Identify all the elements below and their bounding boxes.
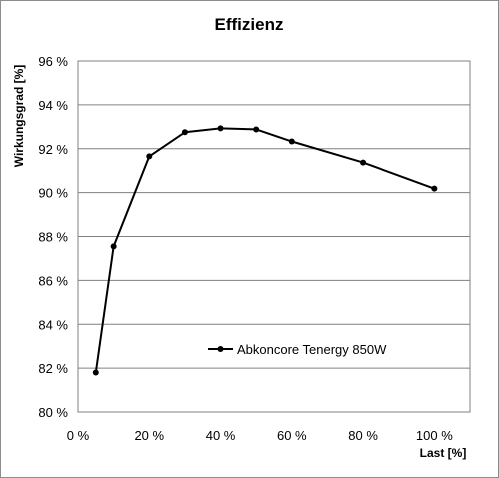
y-axis-label: Wirkungsgrad [%] [12,65,26,168]
chart-title: Effizienz [215,15,284,34]
x-tick-label: 100 % [416,428,453,443]
series-line [94,127,435,373]
grid-lines [78,104,470,369]
series-layer [92,125,438,376]
plot-area [77,60,471,413]
data-point [181,129,188,136]
y-tick-label: 96 % [38,54,68,69]
y-tick-label: 88 % [38,230,68,245]
data-point [146,153,153,160]
data-point [288,138,295,145]
y-tick-label: 90 % [38,186,68,201]
data-point [110,243,117,250]
y-tick-label: 94 % [38,98,68,113]
legend-label: Abkoncore Tenergy 850W [237,342,387,357]
x-axis-label: Last [%] [420,446,467,460]
x-tick-label: 60 % [277,428,307,443]
data-point [92,369,99,376]
legend-marker [217,346,224,352]
data-point [253,126,260,133]
y-tick-label: 86 % [38,273,68,288]
y-tick-label: 82 % [38,361,68,376]
x-tick-label: 80 % [348,428,378,443]
y-tick-label: 80 % [38,405,68,420]
x-tick-labels: 0 % 20 % 40 % 60 % 80 % 100 % [67,428,453,443]
data-point [431,185,438,192]
data-point [217,125,224,132]
y-tick-labels: 80 % 82 % 84 % 86 % 88 % 90 % 92 % 94 % 96 % [38,54,68,420]
legend: Abkoncore Tenergy 850W [208,342,387,357]
x-tick-label: 0 % [67,428,90,443]
x-tick-label: 40 % [206,428,236,443]
x-tick-label: 20 % [134,428,164,443]
data-point [360,159,367,166]
y-tick-label: 84 % [38,317,68,332]
y-tick-label: 92 % [38,142,68,157]
